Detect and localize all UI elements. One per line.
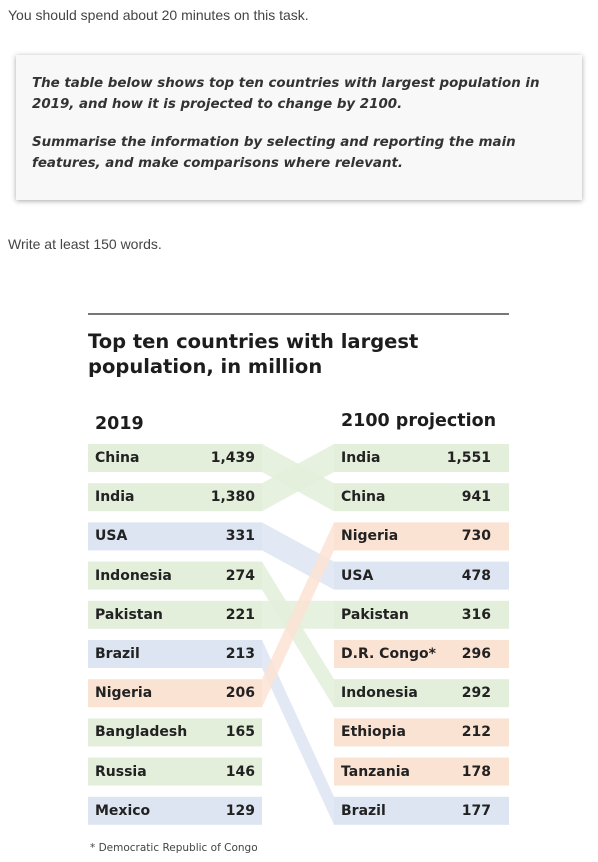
left-value-mexico: 129 [225, 802, 255, 819]
left-country-russia: Russia [95, 763, 147, 780]
right-value-usa: 478 [461, 567, 491, 584]
left-row-bar-usa [88, 522, 262, 551]
left-country-usa: USA [95, 528, 128, 545]
right-row-bar-india [334, 444, 509, 472]
column-header-2019: 2019 [95, 414, 144, 434]
left-country-brazil: Brazil [95, 646, 140, 662]
right-row-bar-usa [334, 561, 509, 590]
right-country-nigeria: Nigeria [341, 528, 399, 545]
link-brazil [262, 640, 334, 825]
left-row-bar-pakistan [88, 600, 262, 629]
right-value-brazil: 177 [461, 802, 491, 819]
right-value-indonesia: 292 [461, 685, 491, 702]
right-country-tanzania: Tanzania [341, 763, 410, 780]
left-value-usa: 331 [225, 528, 255, 545]
right-value-china: 941 [461, 489, 491, 506]
time-instruction: You should spend about 20 minutes on thi… [8, 7, 309, 23]
task-paragraph-1: The table below shows top ten countries … [32, 76, 540, 112]
right-row-bar-brazil [334, 796, 509, 825]
right-row-bar-nigeria [334, 522, 509, 551]
chart-top-rule [88, 313, 509, 315]
right-country-indonesia: Indonesia [341, 685, 418, 702]
right-row-bar-ethiopia [334, 718, 509, 747]
left-row-bar-nigeria [88, 679, 262, 708]
word-count-instruction: Write at least 150 words. [8, 236, 162, 252]
right-row-bar-d-r-congo [334, 640, 509, 668]
right-row-bar-china [334, 483, 509, 512]
right-country-india: India [341, 450, 381, 466]
left-country-nigeria: Nigeria [95, 685, 153, 702]
right-country-usa: USA [341, 567, 374, 584]
right-country-d-r-congo: D.R. Congo* [341, 646, 436, 662]
link-nigeria [262, 522, 334, 708]
right-value-nigeria: 730 [461, 528, 491, 545]
right-value-ethiopia: 212 [461, 724, 491, 741]
right-country-china: China [341, 489, 386, 506]
left-country-india: India [95, 489, 135, 506]
right-value-india: 1,551 [446, 450, 491, 466]
column-header-2100: 2100 projection [341, 411, 497, 431]
right-value-pakistan: 316 [461, 606, 491, 623]
right-row-bar-indonesia [334, 679, 509, 708]
right-country-pakistan: Pakistan [341, 606, 409, 623]
left-value-pakistan: 221 [225, 606, 255, 623]
task-prompt-box: The table below shows top ten countries … [16, 55, 582, 200]
left-country-mexico: Mexico [95, 802, 151, 819]
left-country-china: China [95, 450, 140, 466]
left-country-pakistan: Pakistan [95, 606, 163, 623]
left-row-bar-brazil [88, 640, 262, 668]
left-value-nigeria: 206 [225, 685, 255, 702]
left-country-indonesia: Indonesia [95, 567, 172, 584]
left-row-bar-india [88, 483, 262, 512]
right-value-tanzania: 178 [461, 763, 491, 780]
link-india [262, 444, 334, 512]
left-value-brazil: 213 [225, 646, 255, 662]
right-country-ethiopia: Ethiopia [341, 724, 406, 741]
chart-title: Top ten countries with largest populatio… [88, 330, 419, 378]
right-country-brazil: Brazil [341, 802, 386, 819]
left-row-bar-russia [88, 757, 262, 786]
left-value-bangladesh: 165 [225, 724, 255, 741]
right-row-bar-tanzania [334, 757, 509, 786]
left-value-indonesia: 274 [225, 567, 255, 584]
left-row-bar-bangladesh [88, 718, 262, 747]
left-value-india: 1,380 [210, 489, 255, 506]
right-value-d-r-congo: 296 [461, 646, 491, 662]
left-value-russia: 146 [225, 763, 255, 780]
task-paragraph-2: Summarise the information by selecting a… [32, 135, 516, 171]
left-row-bar-indonesia [88, 561, 262, 590]
right-row-bar-pakistan [334, 600, 509, 629]
left-country-bangladesh: Bangladesh [95, 724, 188, 741]
left-row-bar-china [88, 444, 262, 472]
left-row-bar-mexico [88, 796, 262, 825]
left-value-china: 1,439 [210, 450, 255, 466]
chart-footnote: * Democratic Republic of Congo [90, 842, 258, 854]
link-indonesia [262, 561, 334, 708]
